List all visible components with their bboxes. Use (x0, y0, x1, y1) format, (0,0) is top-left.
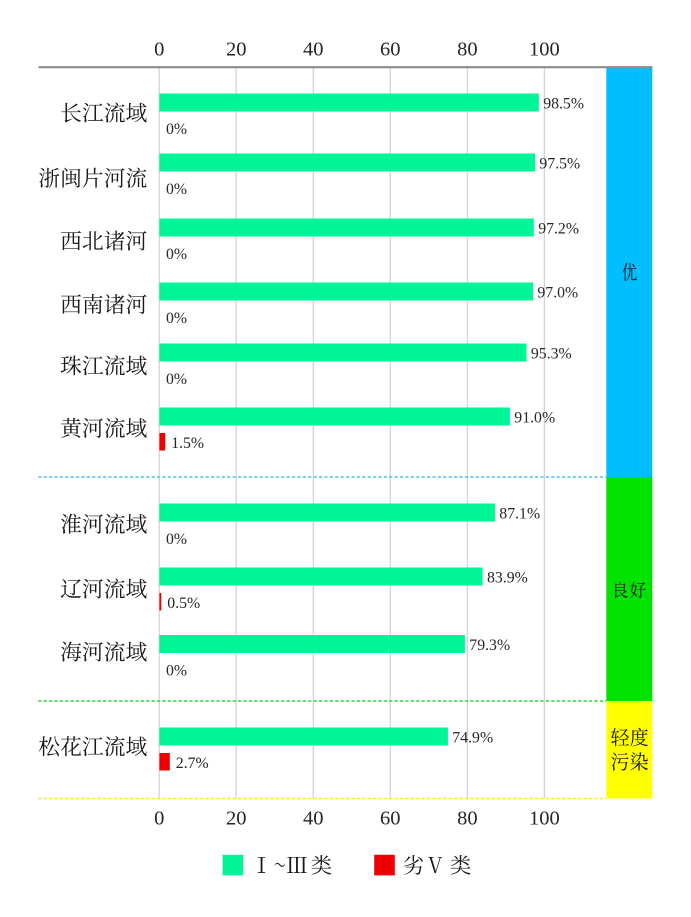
svg-text:40: 40 (303, 807, 324, 829)
svg-text:97.2%: 97.2% (538, 221, 579, 238)
svg-text:95.3%: 95.3% (531, 346, 572, 363)
svg-text:100: 100 (529, 807, 560, 829)
svg-text:87.1%: 87.1% (499, 506, 540, 523)
svg-text:0%: 0% (166, 121, 187, 138)
svg-text:91.0%: 91.0% (514, 410, 555, 427)
svg-text:0%: 0% (166, 662, 187, 679)
svg-text:80: 80 (457, 807, 478, 829)
svg-text:20: 20 (226, 807, 247, 829)
svg-text:80: 80 (457, 39, 478, 61)
svg-text:97.5%: 97.5% (539, 156, 580, 173)
svg-text:60: 60 (380, 39, 401, 61)
svg-text:60: 60 (380, 807, 401, 829)
svg-text:2.7%: 2.7% (176, 755, 209, 772)
svg-text:0: 0 (154, 807, 164, 829)
svg-text:83.9%: 83.9% (487, 570, 528, 587)
svg-text:0%: 0% (166, 371, 187, 388)
svg-text:40: 40 (303, 39, 324, 61)
svg-text:74.9%: 74.9% (452, 730, 493, 747)
svg-text:98.5%: 98.5% (543, 96, 584, 113)
svg-text:97.0%: 97.0% (537, 285, 578, 302)
svg-text:0: 0 (154, 39, 164, 61)
svg-text:100: 100 (529, 39, 560, 61)
svg-text:0%: 0% (166, 531, 187, 548)
svg-text:79.3%: 79.3% (469, 637, 510, 654)
svg-text:0%: 0% (166, 246, 187, 263)
svg-text:0.5%: 0.5% (167, 595, 200, 612)
svg-text:0%: 0% (166, 181, 187, 198)
svg-text:20: 20 (226, 39, 247, 61)
svg-text:0%: 0% (166, 310, 187, 327)
svg-text:1.5%: 1.5% (171, 435, 204, 452)
